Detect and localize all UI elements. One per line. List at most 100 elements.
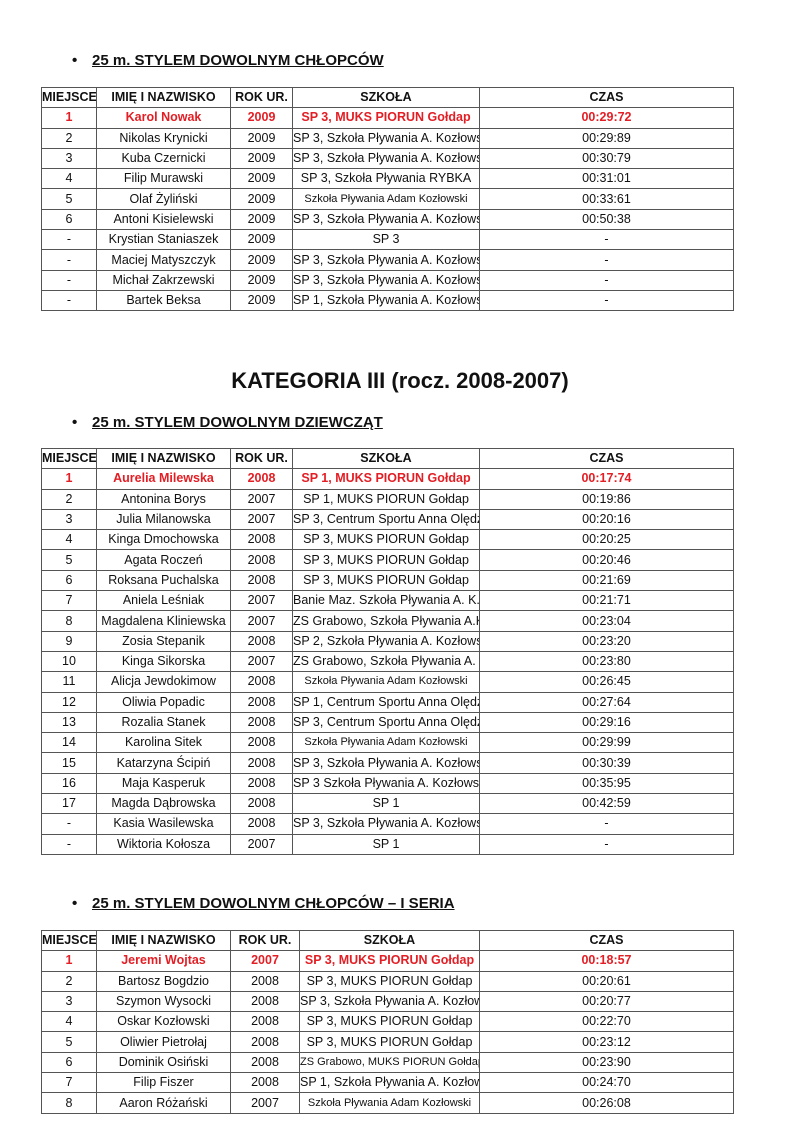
- cell-place: -: [41, 229, 97, 251]
- cell-name: Wiktoria Kołosza: [96, 833, 231, 855]
- cell-name: Alicja Jewdokimow: [96, 671, 231, 693]
- cell-school: SP 3: [292, 229, 480, 251]
- cell-place: 4: [41, 529, 97, 551]
- table-row: - Wiktoria Kołosza 2007 SP 1-: [41, 833, 734, 855]
- cell-place: 10: [41, 650, 97, 673]
- table-row: 4 Kinga Dmochowska 2008 SP 3, MUKS PIORUN G…: [41, 529, 734, 551]
- table-row: 6 Antoni Kisielewski 2009 SP 3, Szkoła Pływ…: [41, 208, 734, 231]
- table-row: 10 Kinga Sikorska 2007 ZS Grabowo, Szkoła P…: [41, 650, 734, 673]
- cell-birth-year: 2008: [230, 970, 300, 992]
- cell-school: SP 3, Szkoła Pływania A. Kozłowski: [292, 269, 480, 291]
- cell-time: 00:24:70: [479, 1072, 734, 1094]
- cell-birth-year: 2008: [230, 752, 293, 774]
- cell-school: ZS Grabowo, MUKS PIORUN Gołdap: [299, 1051, 480, 1074]
- cell-birth-year: 2007: [230, 508, 293, 531]
- column-header-place: MIEJSCE: [41, 447, 97, 470]
- column-header-birth-year: ROK UR.: [230, 86, 293, 109]
- cell-time: 00:23:90: [479, 1051, 734, 1074]
- table-row: - Maciej Matyszczyk 2009 SP 3, Szkoła Pływa…: [41, 249, 734, 271]
- cell-name: Aniela Leśniak: [96, 590, 231, 612]
- table-row: 7 Filip Fiszer 2008 SP 1, Szkoła Pływania A…: [41, 1072, 734, 1094]
- table-row: 15 Katarzyna Ścipiń 2008 SP 3, Szkoła Pływa…: [41, 752, 734, 774]
- cell-name: Aaron Różański: [96, 1092, 231, 1114]
- cell-birth-year: 2009: [230, 208, 293, 231]
- cell-school: ZS Grabowo, Szkoła Pływania A. K.: [292, 650, 480, 673]
- cell-birth-year: 2007: [230, 650, 293, 673]
- cell-birth-year: 2009: [230, 188, 293, 210]
- results-table: MIEJSCE IMIĘ I NAZWISKO ROK UR. SZKOŁA CZAS 1…: [41, 447, 734, 855]
- cell-name: Olaf Żyliński: [96, 188, 231, 210]
- cell-place: 5: [41, 1031, 97, 1053]
- cell-time: -: [479, 813, 734, 835]
- cell-place: -: [41, 289, 97, 312]
- cell-birth-year: 2007: [230, 590, 293, 612]
- cell-birth-year: 2009: [230, 269, 293, 291]
- cell-place: 2: [41, 127, 97, 149]
- cell-name: Kuba Czernicki: [96, 147, 231, 170]
- cell-name: Magdalena Kliniewska: [96, 610, 231, 632]
- cell-school: SP 3, Szkoła Pływania A. Kozłowski: [292, 249, 480, 271]
- cell-name: Agata Roczeń: [96, 549, 231, 571]
- cell-place: -: [41, 249, 97, 271]
- cell-school: SP 1, Szkoła Pływania A. Kozłowski: [292, 289, 480, 312]
- cell-time: 00:27:64: [479, 691, 734, 713]
- cell-place: 8: [41, 1092, 97, 1114]
- bullet-icon: •: [72, 414, 78, 431]
- cell-birth-year: 2007: [230, 833, 293, 855]
- cell-school: SP 3, Szkoła Pływania A. Kozłowski: [292, 127, 480, 149]
- table-row: 3 Kuba Czernicki 2009 SP 3, Szkoła Pływania…: [41, 147, 734, 170]
- cell-time: 00:23:12: [479, 1031, 734, 1053]
- cell-school: Szkoła Pływania Adam Kozłowski: [292, 188, 480, 210]
- cell-school: ZS Grabowo, Szkoła Pływania A.K.: [292, 610, 480, 632]
- cell-name: Maciej Matyszczyk: [96, 249, 231, 271]
- column-header-name: IMIĘ I NAZWISKO: [96, 929, 231, 952]
- cell-name: Zosia Stepanik: [96, 630, 231, 652]
- cell-place: 1: [41, 950, 97, 972]
- cell-name: Dominik Osiński: [96, 1051, 231, 1074]
- cell-school: SP 3, MUKS PIORUN Gołdap: [292, 529, 480, 551]
- cell-time: 00:17:74: [479, 468, 734, 490]
- cell-time: -: [479, 833, 734, 855]
- cell-place: 2: [41, 488, 97, 510]
- cell-place: 11: [41, 671, 97, 693]
- cell-birth-year: 2007: [230, 1092, 300, 1114]
- cell-time: -: [479, 289, 734, 312]
- cell-time: 00:18:57: [479, 950, 734, 972]
- column-header-place: MIEJSCE: [41, 86, 97, 109]
- cell-school: SP 3, Szkoła Pływania A. Kozłowski: [292, 147, 480, 170]
- cell-place: 9: [41, 630, 97, 652]
- cell-time: 00:22:70: [479, 1011, 734, 1033]
- cell-school: SP 3 Szkoła Pływania A. Kozłowski,: [292, 772, 480, 795]
- cell-birth-year: 2008: [230, 1031, 300, 1053]
- cell-place: 7: [41, 1072, 97, 1094]
- cell-name: Szymon Wysocki: [96, 990, 231, 1013]
- table-row: 12 Oliwia Popadic 2008 SP 1, Centrum Sportu…: [41, 691, 734, 713]
- cell-place: 17: [41, 793, 97, 815]
- cell-place: 16: [41, 772, 97, 795]
- cell-birth-year: 2008: [230, 529, 293, 551]
- cell-school: SP 3, MUKS PIORUN Gołdap: [299, 950, 480, 972]
- header-row: MIEJSCE IMIĘ I NAZWISKO ROK UR. SZKOŁA CZAS: [41, 929, 734, 952]
- table-row: 5 Oliwier Pietrołaj 2008 SP 3, MUKS PIORUN …: [41, 1031, 734, 1053]
- cell-name: Antoni Kisielewski: [96, 208, 231, 231]
- cell-school: Banie Maz. Szkoła Pływania A. K.: [292, 590, 480, 612]
- cell-time: 00:20:61: [479, 970, 734, 992]
- cell-time: 00:30:79: [479, 147, 734, 170]
- cell-place: 5: [41, 188, 97, 210]
- cell-birth-year: 2008: [230, 990, 300, 1013]
- table-row: 1 Karol Nowak 2009 SP 3, MUKS PIORUN Gołdap…: [41, 107, 734, 129]
- cell-time: -: [479, 249, 734, 271]
- column-header-birth-year: ROK UR.: [230, 929, 300, 952]
- cell-place: -: [41, 269, 97, 291]
- table-row: 4 Filip Murawski 2009 SP 3, Szkoła Pływania…: [41, 168, 734, 190]
- table-row: 6 Roksana Puchalska 2008 SP 3, MUKS PIORUN …: [41, 569, 734, 592]
- table-row: - Michał Zakrzewski 2009 SP 3, Szkoła Pływa…: [41, 269, 734, 291]
- cell-time: 00:23:80: [479, 650, 734, 673]
- table-row: 3 Szymon Wysocki 2008 SP 3, Szkoła Pływania…: [41, 990, 734, 1013]
- category-title: KATEGORIA III (rocz. 2008-2007): [231, 368, 569, 393]
- cell-name: Karol Nowak: [96, 107, 231, 129]
- cell-school: SP 1, Centrum Sportu Anna Olędzka: [292, 691, 480, 713]
- cell-birth-year: 2009: [230, 147, 293, 170]
- cell-school: SP 3, Szkoła Pływania A. Kozłowski: [299, 990, 480, 1013]
- cell-time: 00:35:95: [479, 772, 734, 795]
